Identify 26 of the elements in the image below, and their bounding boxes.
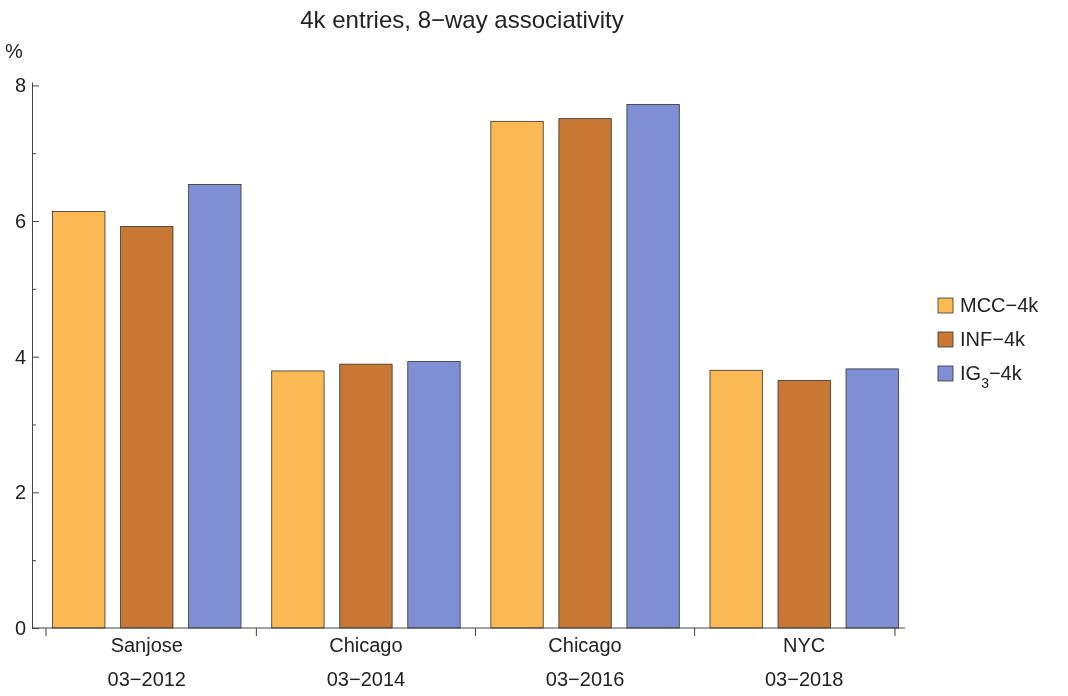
y-tick-label: 8: [14, 74, 26, 97]
bar: [777, 380, 831, 629]
legend-label: MCC−4k: [960, 294, 1040, 316]
x-tick-label: NYC 03−2018: [764, 634, 844, 690]
bar: [120, 226, 174, 629]
bar: [271, 370, 325, 629]
y-tick-label: 0: [14, 616, 26, 639]
x-tick-label: Chicago 03−2016: [545, 634, 625, 690]
x-tick-label: Chicago 03−2014: [326, 634, 406, 690]
bar: [558, 118, 612, 629]
legend-label: INF−4k: [960, 328, 1027, 350]
y-tick-label: 2: [14, 481, 26, 504]
y-axis-title: %: [5, 40, 24, 62]
bar: [490, 120, 544, 629]
y-tick-label: 6: [14, 209, 26, 232]
x-tick-label: Sanjose 03−2012: [107, 634, 187, 690]
bar: [52, 211, 106, 629]
bar: [407, 361, 461, 629]
y-tick-label: 4: [14, 345, 26, 368]
bar: [845, 368, 899, 629]
bar: [188, 184, 242, 629]
bar: [339, 363, 393, 629]
legend-label: IG$_{3}$−4k: [960, 362, 1023, 391]
bar: [709, 369, 763, 629]
bar: [626, 103, 680, 629]
chart-title: 4k entries, 8−way associativity: [300, 6, 624, 33]
